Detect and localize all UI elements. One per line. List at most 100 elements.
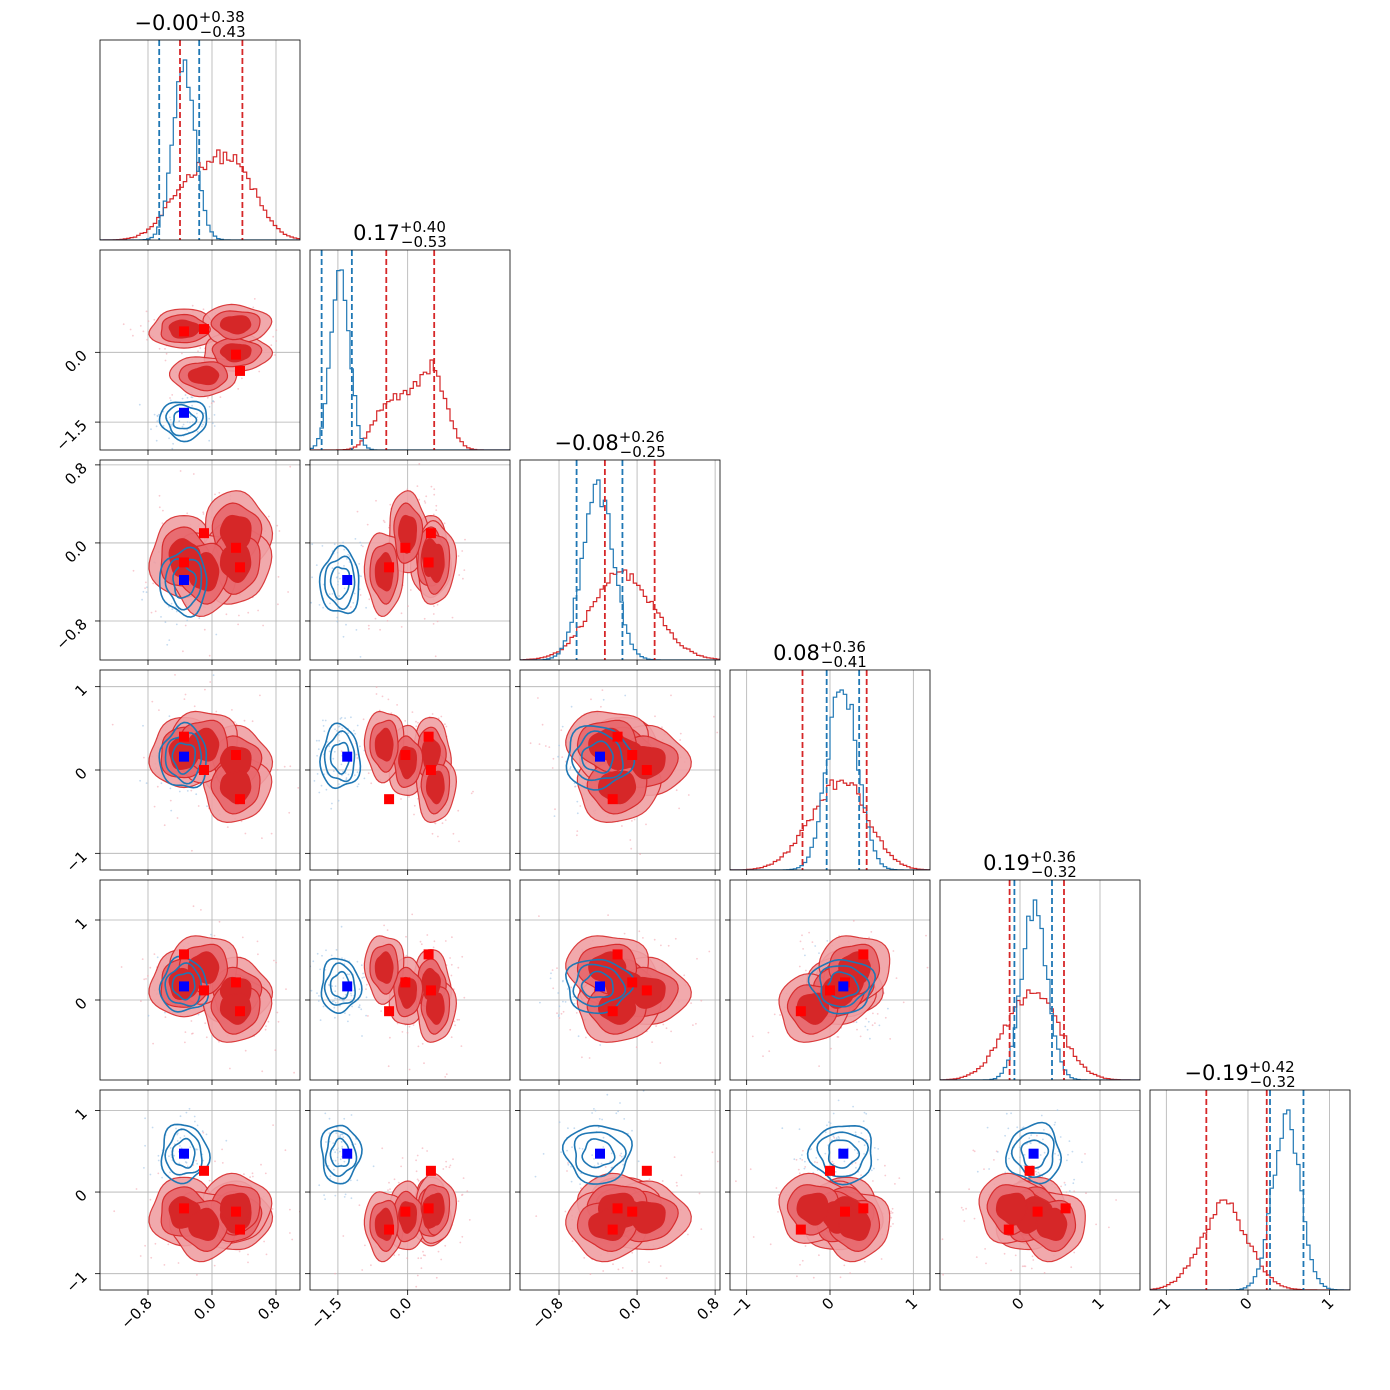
y-tick-label: 1 [71,681,90,700]
red-sample-point [601,689,604,691]
red-sample-point [158,709,160,711]
blue-sample-point [331,593,334,595]
blue-density-contour [171,742,196,775]
blue-sample-point [558,1121,561,1124]
red-sample-point [1063,1181,1066,1184]
blue-sample-point [602,698,605,701]
blue-sample-point [336,620,339,623]
blue-sample-point [365,1014,367,1017]
x-tick-label: −0.8 [528,1294,566,1332]
red-sample-point [218,1040,220,1043]
blue-sample-point [594,1109,597,1112]
red-sample-point [163,1264,166,1266]
red-sample-point [397,1181,400,1184]
red-sample-point [145,310,148,313]
red-sample-point [1041,1310,1043,1312]
title-median: 0.19 [983,851,1030,875]
blue-sample-point [169,416,171,419]
red-sample-point [659,1265,662,1267]
red-sample-point [925,934,927,937]
blue-sample-point [599,1044,602,1046]
red-sample-point [435,504,438,507]
red-sample-point [832,1162,835,1165]
blue-sample-point [562,979,564,982]
red-marker [179,1203,189,1214]
panel-frame [519,1089,721,1291]
x-tick-label: 0 [1236,1294,1255,1313]
title-lower-error: −0.25 [620,443,666,461]
blue-sample-point [173,1154,176,1157]
red-sample-point [382,519,385,522]
blue-sample-point [602,1136,605,1139]
blue-sample-point [1039,1154,1042,1156]
red-sample-point [297,787,300,789]
red-density-contour [1035,1207,1068,1242]
red-sample-point [396,1022,399,1025]
blue-marker [342,575,353,585]
blue-sample-point [156,956,159,959]
blue-sample-point [1067,1153,1069,1156]
red-sample-point [440,715,443,718]
red-sample-point [225,613,228,616]
red-marker [235,1224,245,1235]
blue-sample-point [1022,1126,1025,1129]
red-sample-point [139,325,142,327]
red-marker [1024,1165,1035,1176]
red-sample-point [635,1046,638,1048]
red-histogram [310,359,510,450]
red-sample-point [275,340,278,342]
red-sample-point [856,1028,858,1031]
red-sample-point [816,1161,819,1164]
blue-density-contour [807,959,877,1015]
blue-sample-point [312,960,315,963]
panel-plot-area [100,1090,300,1290]
red-sample-point [647,1296,649,1298]
red-density-contour [374,727,394,762]
red-sample-point [653,938,656,941]
blue-sample-point [206,805,208,808]
red-sample-point [208,1179,211,1182]
red-sample-point [366,523,369,526]
red-marker [400,977,411,988]
blue-sample-point [558,1005,561,1008]
red-sample-point [417,1045,420,1048]
red-sample-point [406,1257,409,1259]
blue-density-contour [573,1131,627,1178]
blue-sample-point [361,1035,363,1037]
blue-sample-point [316,754,318,757]
panel-plot-area [520,1090,720,1298]
blue-sample-point [624,694,627,697]
panel-plot-area [730,1090,930,1290]
blue-sample-point [557,755,559,758]
red-sample-point [665,1027,668,1030]
red-sample-point [141,958,144,960]
blue-sample-point [553,815,556,817]
blue-sample-point [578,1147,581,1150]
blue-sample-point [1007,1127,1010,1130]
red-sample-point [692,1024,694,1026]
red-marker [825,1165,835,1176]
red-sample-point [231,709,233,711]
red-sample-point [1024,1265,1027,1268]
blue-sample-point [334,990,337,993]
red-sample-point [450,974,453,977]
red-sample-point [177,1262,180,1264]
red-marker [858,949,869,960]
blue-sample-point [195,793,198,796]
blue-density-contour [320,1124,363,1185]
red-histogram [940,989,1140,1080]
red-marker [400,750,411,760]
blue-sample-point [337,734,340,736]
red-sample-point [1038,1173,1041,1176]
blue-sample-point [168,437,170,440]
title-upper-error: +0.26 [619,428,665,446]
blue-marker [342,1148,353,1159]
red-sample-point [182,650,184,653]
blue-sample-point [150,428,152,431]
blue-sample-point [315,564,318,566]
red-sample-point [400,1165,402,1168]
blue-sample-point [311,543,314,546]
red-sample-point [713,715,715,718]
blue-sample-point [196,430,199,433]
